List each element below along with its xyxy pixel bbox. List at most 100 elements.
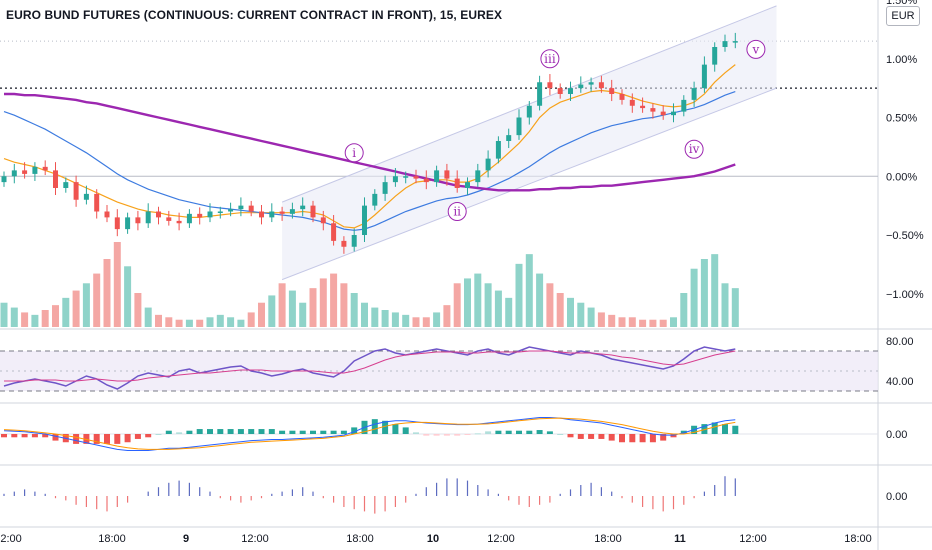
macd-histogram-bar [227,429,234,434]
y-tick-label: 0.00 [886,429,907,441]
y-tick-label: −0.50% [886,230,924,242]
macd-histogram-bar [536,430,543,434]
candle-body [732,41,738,43]
candle-body [259,211,264,218]
candle-body [547,82,553,89]
rsi-line [4,350,736,382]
candle-body [331,223,337,241]
volume-bar [309,288,317,327]
macd-histogram-bar [567,434,574,438]
candle-body [351,235,357,247]
candle-body [217,211,223,213]
macd-histogram-bar [413,432,419,434]
macd-histogram-bar [485,431,492,434]
macd-histogram-bar [330,430,337,434]
volume-bar [464,278,471,327]
wave-label: iii [544,52,556,66]
candle-body [557,88,563,94]
volume-bar [680,293,688,327]
macd-histogram-bar [186,430,193,434]
candle-body [73,182,79,200]
macd-histogram-bar [680,430,687,434]
candle-body [197,213,203,218]
volume-bar [721,283,729,327]
volume-bar [700,259,708,327]
volume-bar [361,302,368,327]
candle-body [207,211,213,218]
volume-bar [515,263,523,327]
macd-histogram-bar [608,434,615,441]
volume-bar [62,297,70,327]
volume-bar [711,254,719,327]
macd-histogram-bar [176,432,183,434]
candle-body [506,135,512,141]
volume-bar [433,312,441,327]
macd-histogram-bar [310,430,316,434]
candle-body [598,82,604,89]
candle-body [413,176,419,179]
candle-body [135,217,141,224]
volume-bar [124,266,132,327]
volume-bar [185,319,193,327]
volume-bar [330,273,338,327]
x-tick-label: 12:00 [739,533,767,545]
volume-bar [556,293,564,327]
candle-body [568,88,573,94]
volume-bar [670,317,677,327]
candle-body [279,211,285,214]
macd-histogram-bar [248,429,255,434]
volume-bar [659,319,667,327]
macd-histogram-bar [423,434,430,436]
candle-body [609,88,615,94]
macd-line [3,417,736,450]
volume-bar [134,293,142,327]
candle-body [722,41,728,47]
macd-histogram-bar [351,427,358,434]
macd-histogram-bar [464,434,471,435]
candle-body [362,205,367,235]
candle-body [444,170,450,179]
macd-histogram-bar [382,420,389,434]
candle-body [83,193,89,200]
macd-histogram-bar [104,434,110,444]
macd-histogram-bar [93,434,100,444]
macd-histogram-bar [145,434,152,438]
volume-bar [371,307,379,327]
volume-bar [31,314,39,327]
x-tick-label: 12:00 [487,533,515,545]
macd-histogram-bar [577,434,584,439]
wave-label-circle [684,139,704,159]
moving-average-line [4,92,736,192]
volume-bar [72,290,80,327]
macd-histogram-bar [588,434,595,439]
candle-body [269,211,275,218]
macd-histogram-bar [619,434,625,443]
candle-body [629,99,635,106]
macd-histogram-bar [495,430,502,434]
macd-histogram-bar [237,429,244,434]
candle-body [228,209,234,212]
candle-body [11,170,17,177]
candle-body [475,170,481,183]
volume-bar [690,268,698,327]
candle-body [238,205,244,210]
volume-bar [288,290,296,327]
volume-bar [196,319,204,327]
macd-histogram-bar [649,434,656,443]
volume-bar [340,283,348,327]
candle-body [650,108,656,112]
volume-bar [639,319,647,327]
candle-body [382,182,388,194]
candle-body [671,111,676,116]
candle-body [640,105,646,109]
volume-bar [21,312,29,327]
volume-bar [577,302,585,327]
macd-histogram-bar [701,424,708,434]
candle-body [341,240,347,247]
macd-line [3,417,736,451]
macd-histogram-bar [320,430,327,434]
currency-button[interactable]: EUR [886,6,920,26]
candle-body [186,213,192,224]
candle-body [403,176,409,178]
